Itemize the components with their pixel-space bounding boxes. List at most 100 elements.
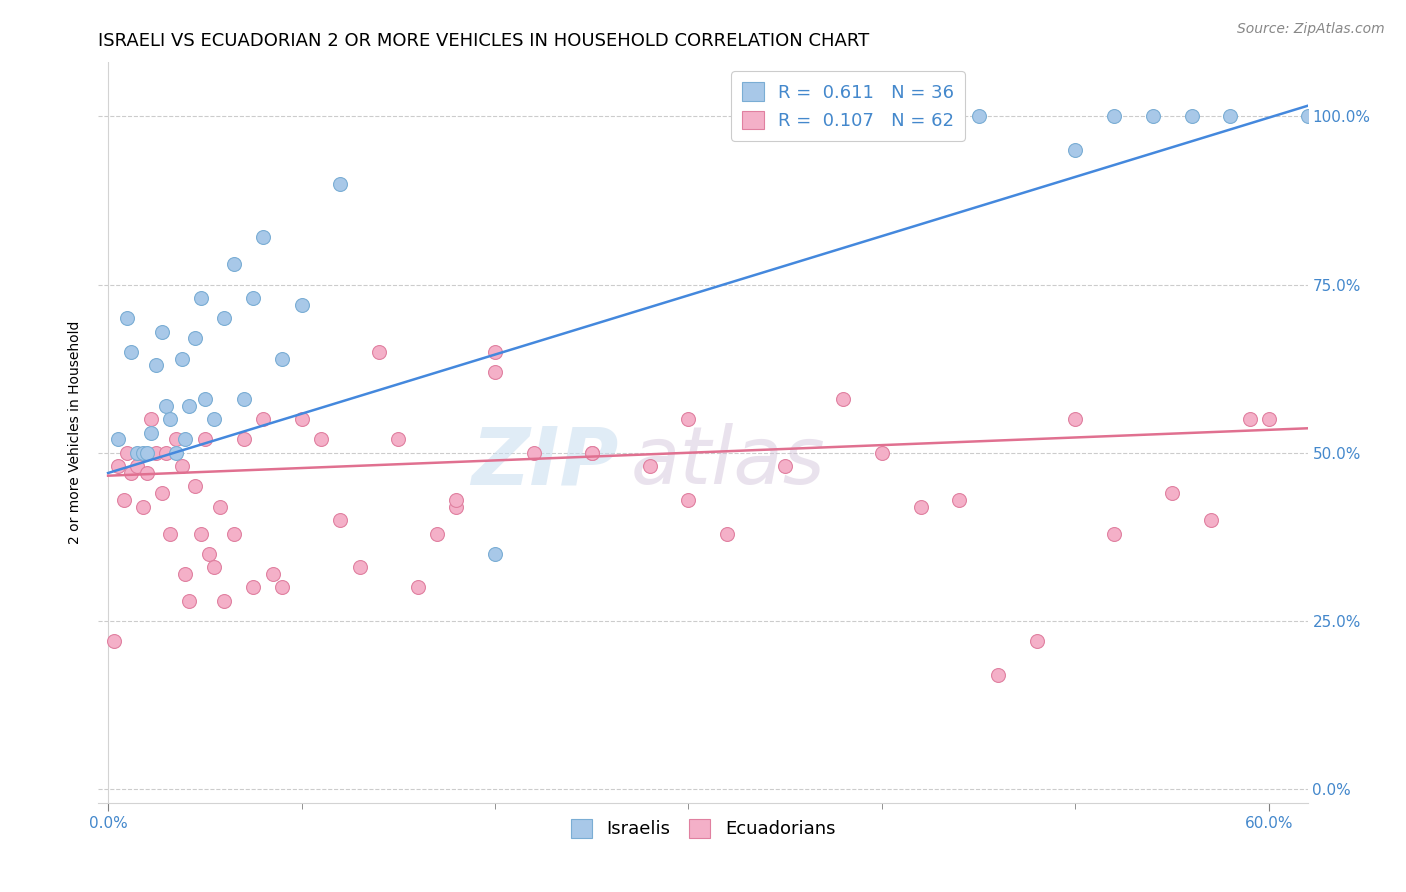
- Point: [179, 399, 201, 413]
- Point: [271, 351, 294, 366]
- Point: [948, 492, 970, 507]
- Y-axis label: 2 or more Vehicles in Household: 2 or more Vehicles in Household: [69, 321, 83, 544]
- Point: [222, 257, 245, 271]
- Point: [329, 513, 352, 527]
- Point: [174, 566, 197, 581]
- Point: [212, 594, 235, 608]
- Point: [242, 581, 264, 595]
- Point: [910, 500, 932, 514]
- Point: [290, 412, 312, 426]
- Point: [184, 479, 207, 493]
- Point: [170, 459, 193, 474]
- Point: [165, 446, 187, 460]
- Point: [150, 486, 173, 500]
- Point: [159, 526, 181, 541]
- Point: [773, 459, 796, 474]
- Point: [1316, 109, 1339, 123]
- Point: [581, 446, 603, 460]
- Point: [135, 446, 157, 460]
- Point: [262, 566, 284, 581]
- Point: [870, 446, 893, 460]
- Point: [1161, 486, 1184, 500]
- Text: Source: ZipAtlas.com: Source: ZipAtlas.com: [1237, 22, 1385, 37]
- Point: [190, 291, 212, 305]
- Point: [1180, 109, 1202, 123]
- Point: [252, 230, 274, 244]
- Point: [155, 446, 177, 460]
- Text: atlas: atlas: [630, 423, 825, 501]
- Point: [1142, 109, 1164, 123]
- Point: [638, 459, 661, 474]
- Point: [368, 344, 391, 359]
- Point: [222, 526, 245, 541]
- Point: [1219, 109, 1241, 123]
- Point: [120, 344, 142, 359]
- Point: [523, 446, 546, 460]
- Point: [484, 344, 506, 359]
- Point: [204, 412, 226, 426]
- Point: [1064, 412, 1087, 426]
- Point: [165, 433, 187, 447]
- Point: [1064, 143, 1087, 157]
- Point: [159, 412, 181, 426]
- Point: [139, 425, 162, 440]
- Point: [112, 492, 135, 507]
- Point: [1199, 513, 1222, 527]
- Point: [127, 459, 149, 474]
- Point: [232, 392, 254, 406]
- Point: [107, 433, 129, 447]
- Text: ISRAELI VS ECUADORIAN 2 OR MORE VEHICLES IN HOUSEHOLD CORRELATION CHART: ISRAELI VS ECUADORIAN 2 OR MORE VEHICLES…: [98, 32, 870, 50]
- Point: [127, 446, 149, 460]
- Point: [145, 359, 167, 373]
- Point: [194, 392, 217, 406]
- Point: [103, 634, 125, 648]
- Point: [117, 311, 139, 326]
- Point: [179, 594, 201, 608]
- Point: [271, 581, 294, 595]
- Point: [212, 311, 235, 326]
- Point: [190, 526, 212, 541]
- Point: [1025, 634, 1047, 648]
- Point: [209, 500, 232, 514]
- Point: [716, 526, 738, 541]
- Point: [426, 526, 449, 541]
- Point: [145, 446, 167, 460]
- Point: [117, 446, 139, 460]
- Point: [1296, 109, 1319, 123]
- Point: [309, 433, 332, 447]
- Point: [987, 668, 1010, 682]
- Point: [484, 547, 506, 561]
- Point: [132, 446, 155, 460]
- Point: [1257, 412, 1279, 426]
- Point: [150, 325, 173, 339]
- Point: [967, 109, 990, 123]
- Point: [446, 492, 468, 507]
- Point: [197, 547, 219, 561]
- Point: [484, 365, 506, 379]
- Point: [184, 331, 207, 345]
- Point: [170, 351, 193, 366]
- Point: [446, 500, 468, 514]
- Point: [290, 298, 312, 312]
- Point: [832, 392, 855, 406]
- Point: [1102, 109, 1125, 123]
- Point: [174, 433, 197, 447]
- Point: [120, 466, 142, 480]
- Point: [155, 399, 177, 413]
- Point: [387, 433, 409, 447]
- Point: [349, 560, 371, 574]
- Point: [329, 177, 352, 191]
- Point: [581, 446, 603, 460]
- Point: [132, 500, 155, 514]
- Point: [678, 492, 700, 507]
- Point: [194, 433, 217, 447]
- Point: [406, 581, 429, 595]
- Point: [242, 291, 264, 305]
- Point: [252, 412, 274, 426]
- Point: [204, 560, 226, 574]
- Point: [678, 412, 700, 426]
- Text: ZIP: ZIP: [471, 423, 619, 501]
- Point: [1239, 412, 1261, 426]
- Point: [107, 459, 129, 474]
- Point: [1102, 526, 1125, 541]
